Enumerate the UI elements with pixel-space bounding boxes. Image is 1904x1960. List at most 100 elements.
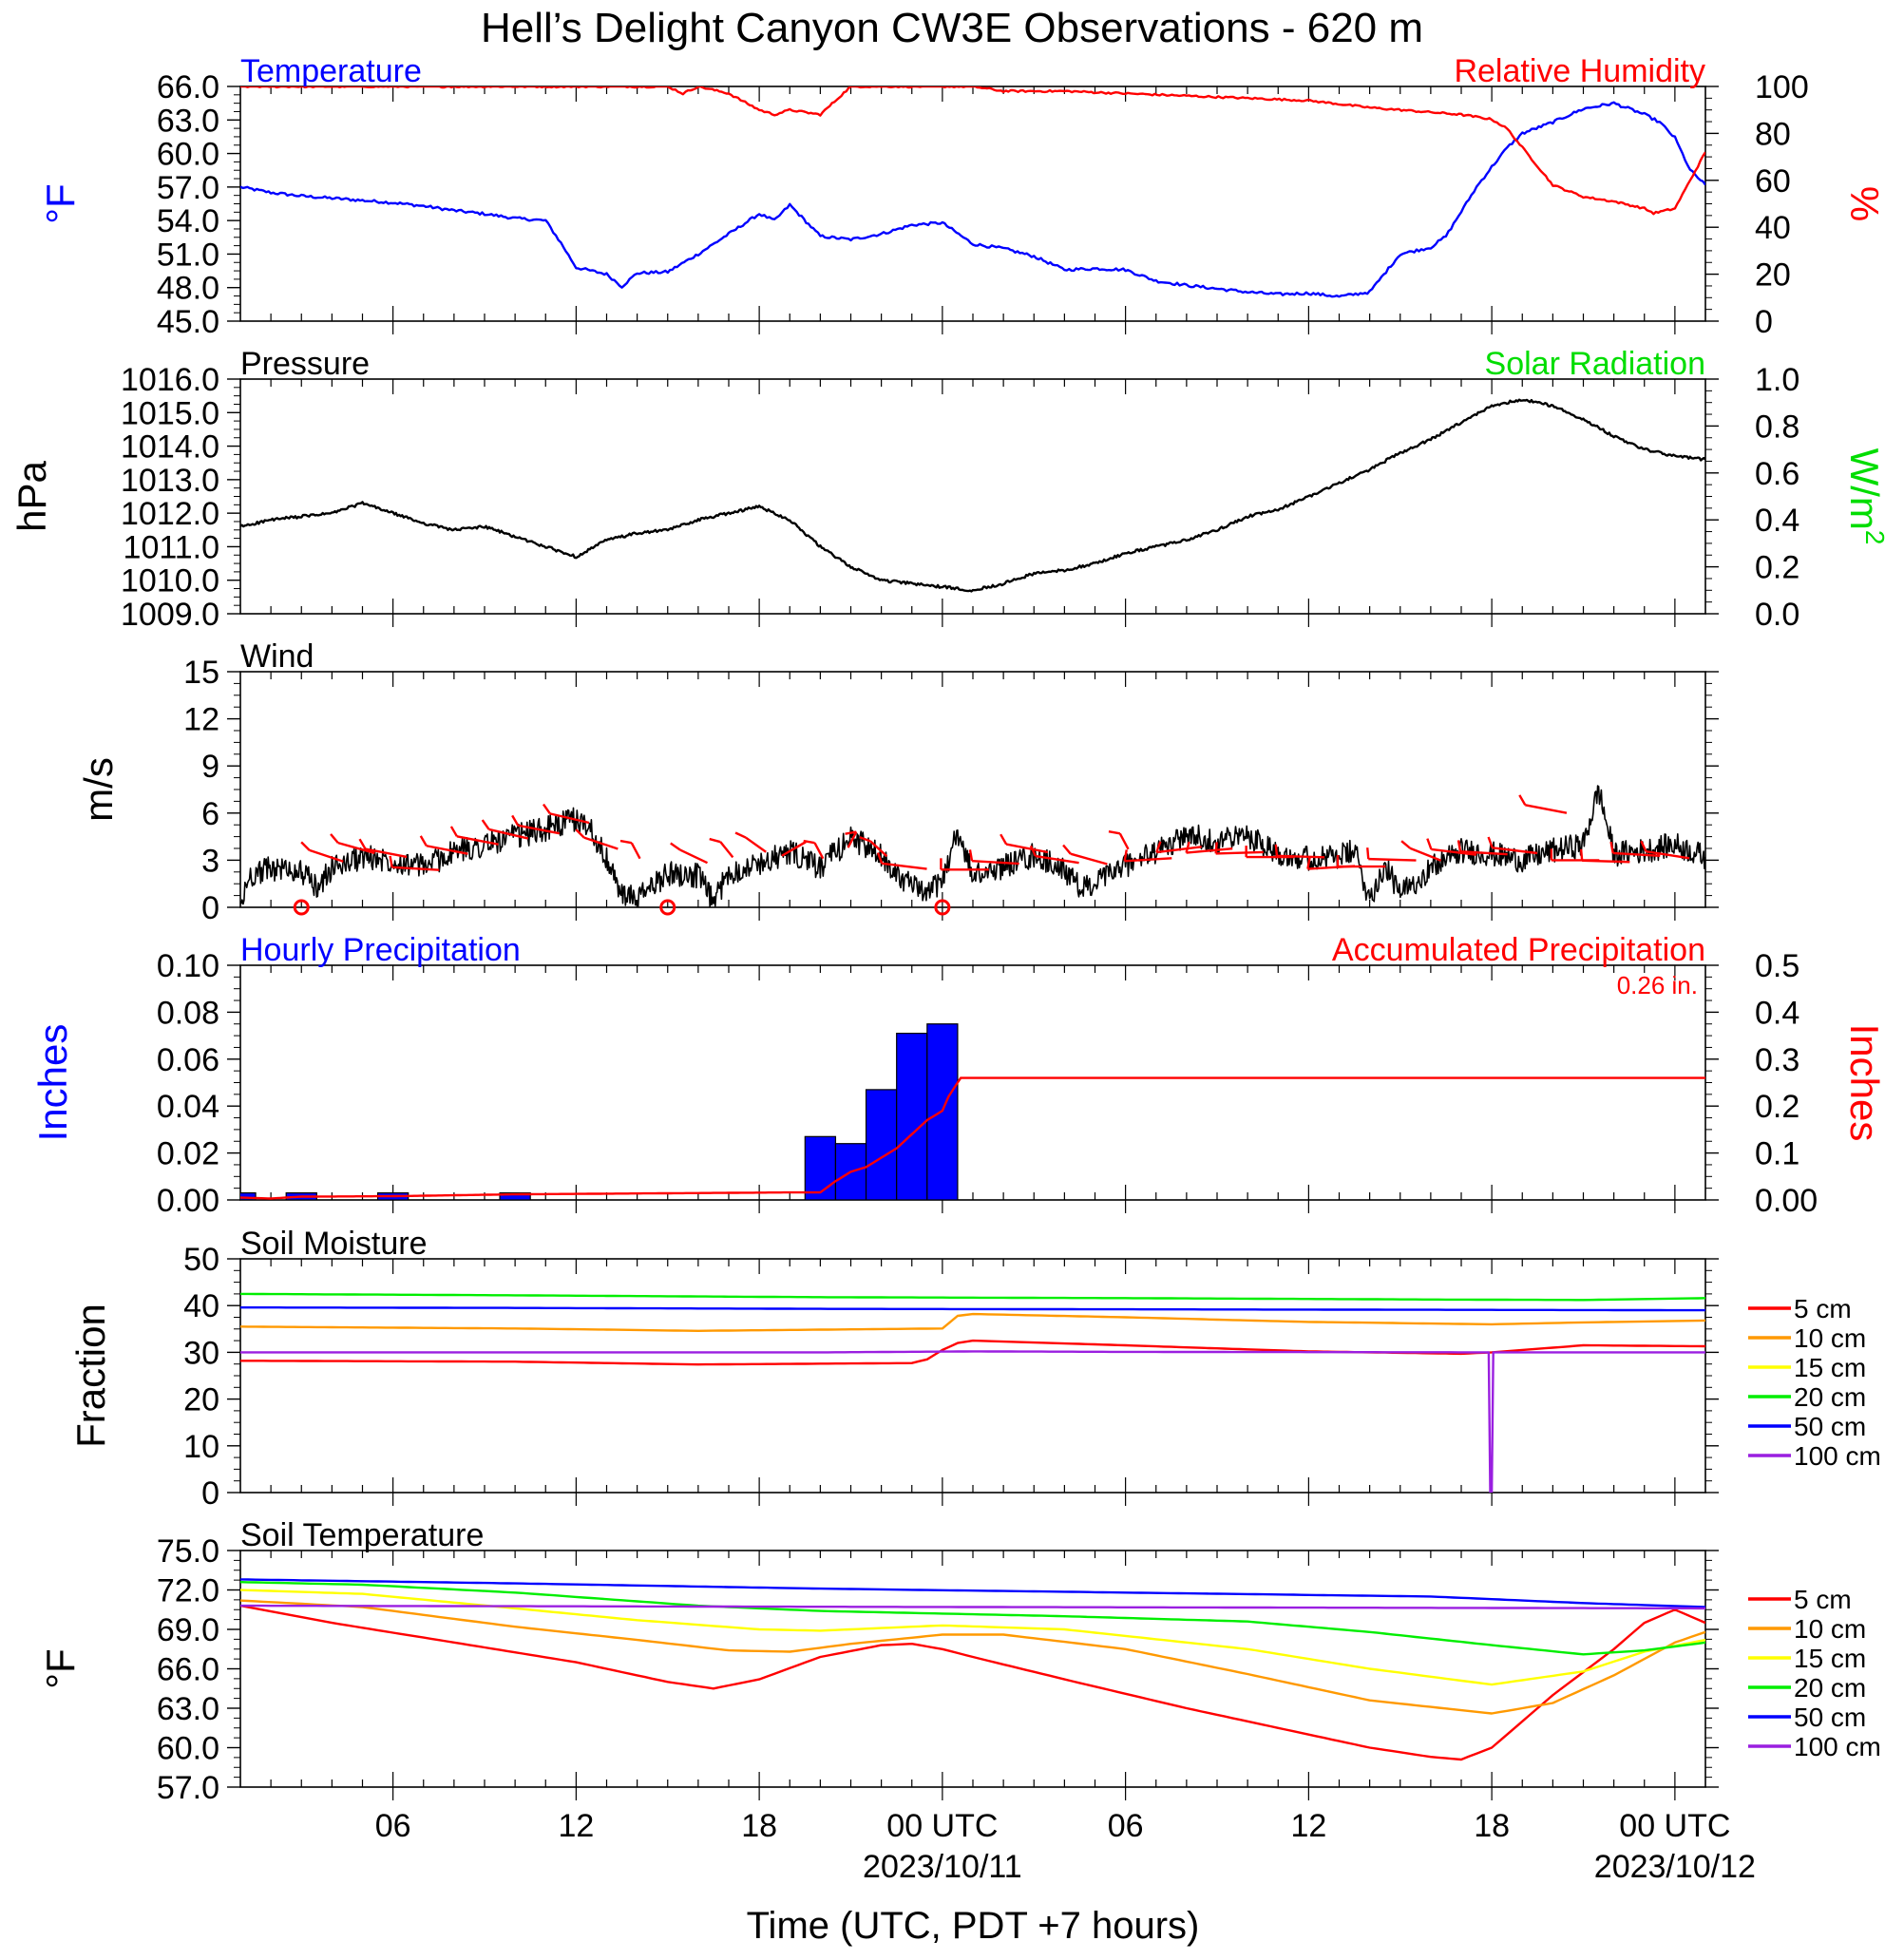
wind-barb-flag — [845, 830, 857, 835]
soil_temp-50-cm-series-line — [240, 1578, 1705, 1608]
y-tick-label-left: 0.04 — [157, 1089, 219, 1125]
wind-barb — [1276, 854, 1325, 859]
soil_temp-20-cm-series-line — [240, 1581, 1705, 1656]
y-tick-label-left: 72.0 — [157, 1573, 219, 1609]
y-axis-title-left: hPa — [10, 460, 54, 531]
legend-label: 5 cm — [1794, 1294, 1852, 1323]
y-tick-label-left: 50 — [183, 1242, 219, 1278]
y-tick-label-right: 0.8 — [1755, 409, 1799, 445]
soil_moisture-100-cm-series-line — [240, 1350, 1705, 1493]
wind-barb-flag — [734, 831, 747, 839]
x-axis-labels: 06 12 18 00 UTC 2023/10/11 06 12 18 00 UTC 2023/1… — [375, 1808, 1756, 1885]
panel-temp_rh: 45.048.051.054.057.060.063.066.0 0 20 40 60 8… — [38, 53, 1887, 340]
calm-wind-circle — [934, 899, 951, 916]
y-tick-label-right: 80 — [1755, 116, 1791, 152]
y-axis-title-superscript: 2 — [1860, 530, 1890, 545]
wind-barb — [1459, 850, 1508, 856]
plot-area — [240, 86, 1705, 298]
y-tick-label-left: 1014.0 — [121, 429, 219, 466]
y-tick-label-right: 0.0 — [1755, 597, 1799, 633]
y-tick-label-left: 1016.0 — [121, 362, 219, 398]
precip-bar — [865, 1089, 898, 1200]
wind-barb — [719, 841, 734, 859]
wind-barb-flag — [1609, 841, 1614, 854]
x-tick-label: 00 UTC — [886, 1808, 998, 1844]
plot-frame — [239, 86, 1706, 322]
plot-area — [240, 1023, 1705, 1200]
panel-title-right: Solar Radiation — [1485, 346, 1705, 382]
y-tick-label-right: 100 — [1755, 69, 1809, 105]
calm-wind-circle — [293, 899, 310, 916]
y-tick-label-right: 0.1 — [1755, 1136, 1799, 1172]
y-tick-label-left: 48.0 — [157, 271, 219, 307]
y-tick-label-left: 54.0 — [157, 203, 219, 239]
wind-barb-flag — [419, 835, 428, 847]
y-tick-label-right: 0.4 — [1755, 503, 1799, 539]
y-axis-title-left: Inches — [30, 1024, 75, 1142]
wind-barb — [630, 842, 641, 860]
x-tick-label: 06 — [375, 1808, 411, 1844]
y-tick-label-left: 20 — [183, 1382, 219, 1418]
wind-barb-flag — [389, 855, 393, 868]
wind-barb — [847, 831, 858, 848]
wind-barb-flag — [358, 838, 367, 850]
wind-barb-flag — [542, 803, 551, 815]
wind-barb — [869, 840, 888, 858]
wind-barb-flag — [511, 814, 520, 827]
y-tick-label-left: 6 — [201, 796, 219, 832]
wind-barb — [1186, 847, 1233, 854]
plot-frame — [239, 671, 1706, 908]
y-tick-label-right: 0.2 — [1755, 1089, 1799, 1125]
pressure-series-line — [240, 398, 1705, 593]
wind-barb-flag — [1400, 840, 1412, 849]
wind-barb — [426, 845, 468, 855]
y-tick-label-right: 0.00 — [1755, 1183, 1818, 1219]
temp_rh-series-line — [240, 86, 1705, 216]
wind-barb-flag — [1457, 840, 1462, 852]
wind-barb-flag — [1518, 794, 1527, 806]
wind-barb-flag — [1185, 841, 1190, 853]
wind-barb-flag — [449, 826, 458, 837]
y-axis-title-right: Inches — [1842, 1024, 1887, 1142]
y-tick-label-left: 0.10 — [157, 948, 219, 984]
y-tick-label-left: 1012.0 — [121, 496, 219, 532]
x-tick-date-label: 2023/10/11 — [863, 1849, 1022, 1885]
plot-area — [240, 1292, 1705, 1493]
y-tick-label-left: 1010.0 — [121, 563, 219, 599]
panel-soil_temp: 57.060.0 63.066.0 69.072.075.0 Soil Tempera… — [38, 1517, 1881, 1806]
soil_temp-5-cm-series-line — [240, 1604, 1705, 1761]
y-tick-label-left: 0.06 — [157, 1042, 219, 1078]
panel-precip: 0.00 0.02 0.04 0.06 0.08 0.10 0.00 0.1 0.2 0.3 0.4… — [30, 932, 1887, 1219]
y-tick-label-left: 1015.0 — [121, 395, 219, 431]
wind-barb — [1582, 859, 1630, 864]
soil_temp-15-cm-series-line — [240, 1589, 1705, 1686]
wind-barb-flag — [859, 836, 871, 843]
legend-label: 10 cm — [1794, 1614, 1866, 1644]
wind-barb-flag — [1108, 830, 1120, 835]
wind-barb-flag — [968, 849, 974, 862]
wind-barb-flag — [1306, 857, 1311, 869]
wind-barb — [971, 859, 1019, 866]
precip-bar — [804, 1135, 837, 1200]
figure-title: Hell’s Delight Canyon CW3E Observations … — [481, 5, 1423, 51]
y-tick-label-left: 51.0 — [157, 237, 219, 273]
y-tick-label-left: 10 — [183, 1429, 219, 1465]
x-tick-label: 12 — [1290, 1808, 1326, 1844]
soil_temp-100-cm-series-line — [240, 1604, 1705, 1610]
y-tick-label-left: 66.0 — [157, 69, 219, 105]
y-axis-title-left: °F — [38, 183, 83, 223]
y-tick-label-right: 0 — [1755, 304, 1773, 340]
wind-barb-flag — [1062, 844, 1072, 855]
legend-label: 50 cm — [1794, 1703, 1866, 1732]
x-tick-label: 18 — [741, 1808, 777, 1844]
y-tick-label-left: 0.02 — [157, 1136, 219, 1172]
precip-bar — [499, 1191, 531, 1200]
y-tick-label-right: 0.4 — [1755, 995, 1799, 1031]
temp_rh-series-line — [240, 101, 1705, 298]
y-tick-label-left: 60.0 — [157, 1731, 219, 1767]
wind-barb-flag — [1366, 847, 1370, 860]
soil_moisture-20-cm-series-line — [240, 1292, 1705, 1302]
wind-barb-flag — [1426, 838, 1433, 850]
soil_moisture-10-cm-series-line — [240, 1312, 1705, 1332]
